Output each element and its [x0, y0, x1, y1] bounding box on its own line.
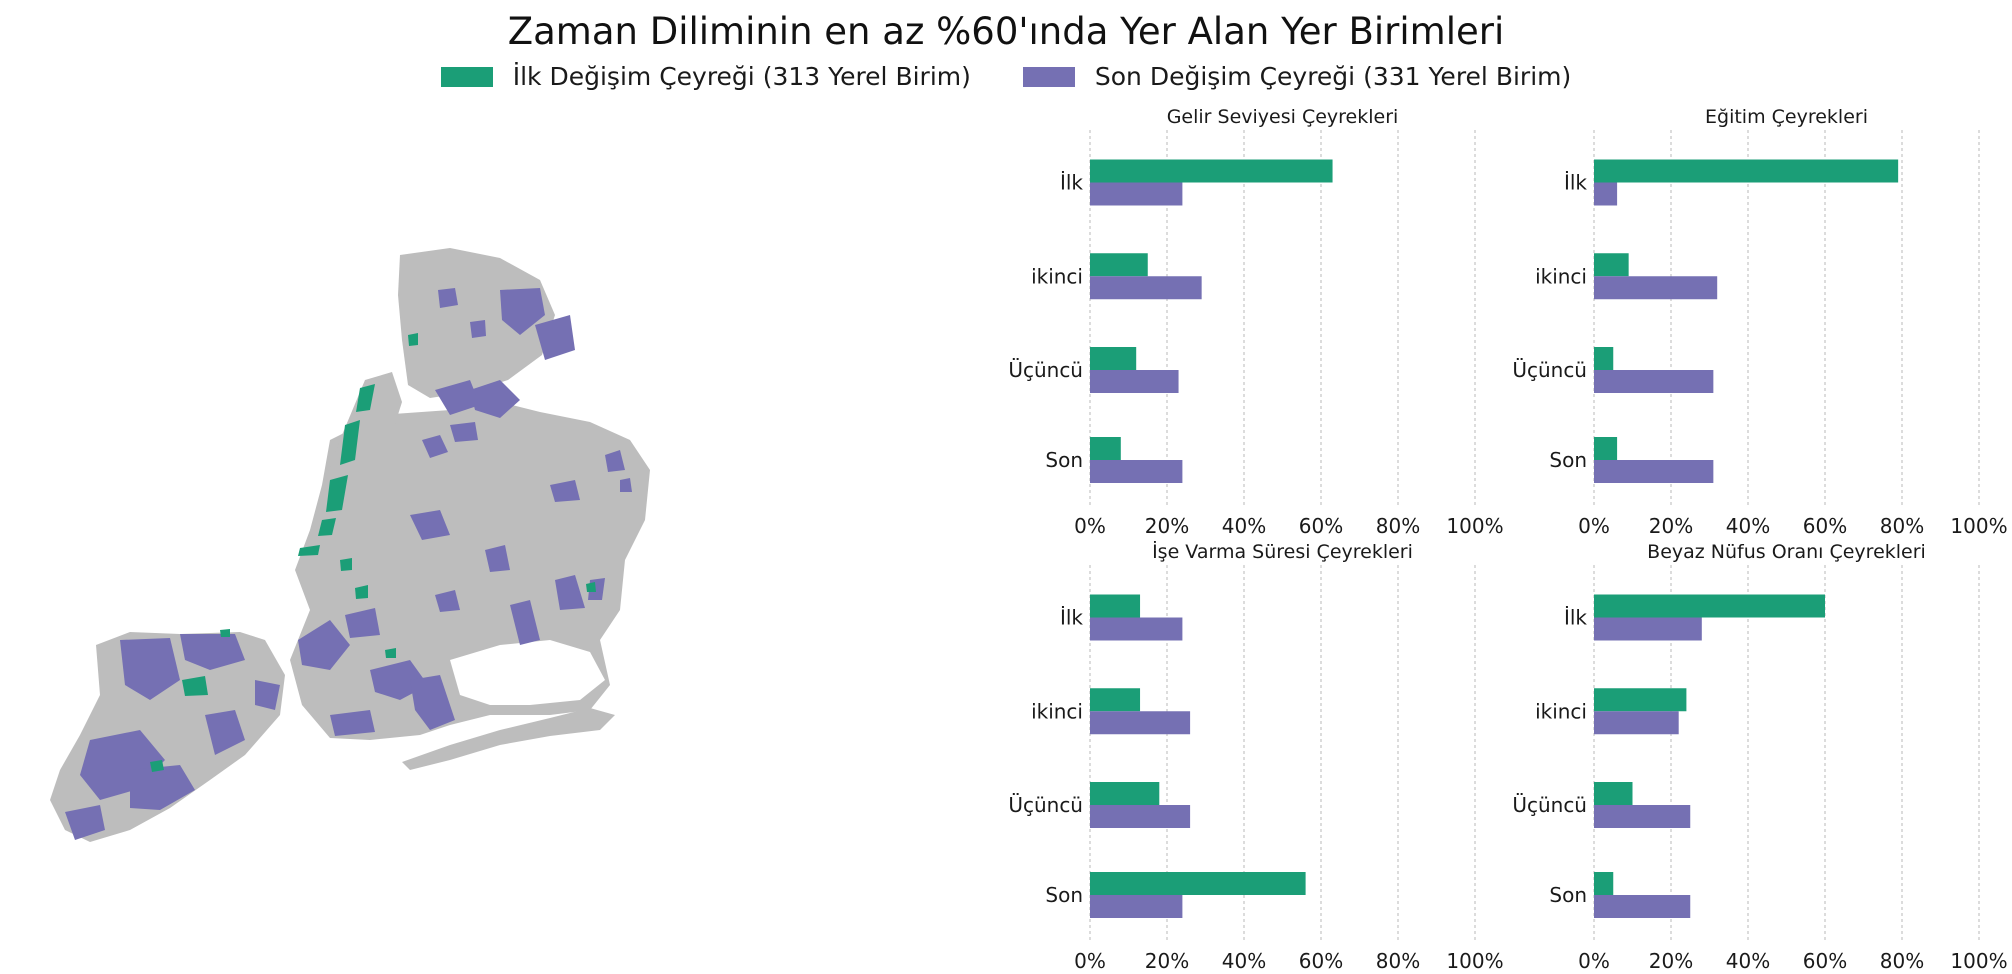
bar-first	[1594, 594, 1825, 618]
x-tick-label: 80%	[1376, 949, 1420, 973]
chart-title: Zaman Diliminin en az %60'ında Yer Alan …	[507, 10, 1505, 53]
bar-last	[1090, 276, 1202, 300]
y-category-label: İlk	[1564, 606, 1587, 630]
x-tick-label: 60%	[1299, 514, 1343, 538]
bar-last	[1090, 711, 1191, 735]
x-tick-label: 100%	[1950, 514, 2007, 538]
bar-first	[1594, 437, 1618, 460]
bar-first	[1090, 782, 1160, 805]
x-tick-label: 100%	[1950, 949, 2007, 973]
x-tick-label: 20%	[1649, 514, 1693, 538]
map-jamaica-bay	[450, 640, 605, 705]
x-tick-label: 40%	[1726, 514, 1770, 538]
x-tick-label: 80%	[1376, 514, 1420, 538]
bar-last	[1594, 460, 1714, 483]
bar-first	[1090, 594, 1141, 618]
y-category-label: Üçüncü	[1008, 358, 1083, 382]
y-category-label: İlk	[1060, 606, 1083, 630]
bar-last	[1090, 805, 1191, 828]
bar-last	[1594, 805, 1691, 828]
x-tick-label: 60%	[1299, 949, 1343, 973]
legend-swatch-first	[440, 66, 493, 87]
x-tick-label: 20%	[1145, 949, 1189, 973]
map-rockaway	[402, 708, 615, 770]
bar-first	[1090, 872, 1306, 895]
x-tick-label: 60%	[1803, 514, 1847, 538]
bar-last	[1090, 617, 1183, 641]
bar-last	[1594, 182, 1618, 206]
bar-last	[1594, 895, 1691, 918]
y-category-label: ikinci	[1535, 699, 1587, 723]
x-tick-label: 40%	[1222, 514, 1266, 538]
map-highlight-last	[65, 288, 632, 840]
bar-first	[1090, 688, 1141, 712]
x-tick-label: 100%	[1446, 514, 1503, 538]
x-tick-label: 100%	[1446, 949, 1503, 973]
bar-last	[1594, 617, 1702, 641]
y-category-label: Üçüncü	[1512, 358, 1587, 382]
x-tick-label: 20%	[1145, 514, 1189, 538]
y-category-label: ikinci	[1031, 699, 1083, 723]
x-tick-label: 0%	[1578, 949, 1610, 973]
x-tick-label: 20%	[1649, 949, 1693, 973]
legend-label-first: İlk Değişim Çeyreği (313 Yerel Birim)	[512, 62, 971, 91]
nyc-map	[50, 248, 650, 842]
bar-first	[1594, 347, 1614, 370]
bar-last	[1090, 370, 1179, 393]
bar-last	[1594, 711, 1679, 735]
panel-title: Gelir Seviyesi Çeyrekleri	[1167, 106, 1399, 128]
bar-first	[1594, 872, 1614, 895]
bar-first	[1594, 159, 1899, 183]
bar-first	[1594, 782, 1633, 805]
y-category-label: İlk	[1060, 171, 1083, 195]
x-tick-label: 60%	[1803, 949, 1847, 973]
legend-label-last: Son Değişim Çeyreği (331 Yerel Birim)	[1094, 62, 1572, 91]
y-category-label: Son	[1549, 448, 1587, 472]
bar-last	[1090, 182, 1183, 206]
panel-title: Eğitim Çeyrekleri	[1705, 106, 1868, 128]
x-tick-label: 40%	[1222, 949, 1266, 973]
x-tick-label: 40%	[1726, 949, 1770, 973]
x-tick-label: 80%	[1880, 949, 1924, 973]
panel-title: İşe Varma Süresi Çeyrekleri	[1152, 540, 1413, 563]
legend-item-last: Son Değişim Çeyreği (331 Yerel Birim)	[1022, 62, 1572, 91]
y-category-label: Son	[1549, 883, 1587, 907]
bar-first	[1090, 159, 1333, 183]
map-highlight-first	[150, 333, 596, 772]
chart-panel-3: 0% 20% 40% 60% 80% 100% Beyaz Nüfus Oranı Çeyr…	[1512, 541, 2007, 973]
y-category-label: Üçüncü	[1008, 793, 1083, 817]
bar-last	[1090, 460, 1183, 483]
bar-first	[1594, 688, 1687, 712]
y-category-label: ikinci	[1031, 264, 1083, 288]
chart-panel-1: 0% 20% 40% 60% 80% 100% Eğitim Çeyrekleri İlk ik…	[1512, 106, 2007, 538]
bar-last	[1594, 276, 1718, 300]
x-tick-label: 0%	[1074, 514, 1106, 538]
bar-last	[1594, 370, 1714, 393]
bar-first	[1090, 253, 1148, 277]
legend: İlk Değişim Çeyreği (313 Yerel Birim) So…	[0, 62, 2012, 91]
y-category-label: ikinci	[1535, 264, 1587, 288]
legend-item-first: İlk Değişim Çeyreği (313 Yerel Birim)	[440, 62, 971, 91]
y-category-label: Üçüncü	[1512, 793, 1587, 817]
bar-first	[1594, 253, 1629, 277]
bar-first	[1090, 347, 1137, 370]
bar-first	[1090, 437, 1121, 460]
x-tick-label: 0%	[1578, 514, 1610, 538]
legend-swatch-last	[1022, 66, 1075, 87]
bar-last	[1090, 895, 1183, 918]
x-tick-label: 0%	[1074, 949, 1106, 973]
y-category-label: Son	[1045, 448, 1083, 472]
panel-title: Beyaz Nüfus Oranı Çeyrekleri	[1647, 541, 1926, 563]
y-category-label: Son	[1045, 883, 1083, 907]
chart-panel-2: 0% 20% 40% 60% 80% 100% İşe Varma Süresi Çeyre…	[1008, 540, 1503, 973]
x-tick-label: 80%	[1880, 514, 1924, 538]
chart-panel-0: 0% 20% 40% 60% 80% 100% Gelir Seviyesi Çeyrekl…	[1008, 106, 1503, 538]
y-category-label: İlk	[1564, 171, 1587, 195]
